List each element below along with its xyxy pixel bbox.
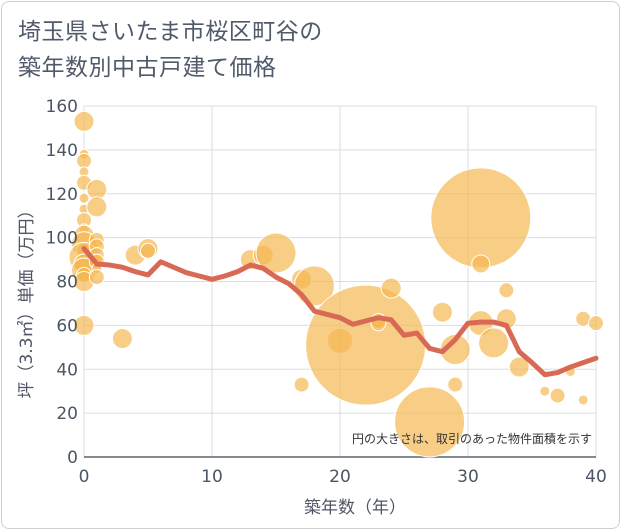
data-bubble xyxy=(73,314,95,336)
data-bubble xyxy=(305,284,427,406)
x-tick-label: 0 xyxy=(79,467,90,487)
data-bubble xyxy=(86,178,108,200)
y-tick-label: 80 xyxy=(56,273,78,293)
data-bubble xyxy=(88,269,105,286)
y-tick-label: 160 xyxy=(46,97,78,117)
x-tick-label: 20 xyxy=(329,467,351,487)
data-bubble xyxy=(78,192,90,204)
trend-line xyxy=(81,246,599,378)
size-legend-note: 円の大きさは、取引のあった物件面積を示す xyxy=(352,431,592,446)
data-bubble xyxy=(478,327,510,359)
y-axis-title: 坪（3.3㎡）単価（万円） xyxy=(17,201,37,398)
y-tick-label: 120 xyxy=(46,185,78,205)
data-bubble xyxy=(111,328,133,350)
chart-title-line-2: 築年数別中古戸建て価格 xyxy=(18,55,277,81)
data-bubble xyxy=(73,110,95,132)
data-bubble xyxy=(430,167,532,269)
x-axis-title: 築年数（年） xyxy=(304,498,406,518)
y-tick-label: 40 xyxy=(56,360,78,380)
data-bubble xyxy=(255,232,297,274)
data-bubble xyxy=(577,394,589,406)
data-bubble xyxy=(447,376,464,393)
data-bubble xyxy=(588,315,604,332)
tick-labels: 0 20 40 60 80 100 120 140 160 0 10 20 30 40 xyxy=(46,97,607,487)
data-bubble xyxy=(431,301,453,323)
data-bubble xyxy=(394,386,466,458)
y-tick-label: 140 xyxy=(46,141,78,161)
grid-lines xyxy=(83,105,597,458)
data-bubble xyxy=(549,387,566,404)
data-bubble xyxy=(498,282,515,299)
trend-layer xyxy=(81,246,599,378)
data-bubble xyxy=(471,254,491,274)
bubble-layer xyxy=(68,110,604,458)
y-tick-label: 20 xyxy=(56,404,78,424)
data-bubble xyxy=(140,242,156,259)
data-bubble xyxy=(76,152,92,169)
chart-title-line-1: 埼玉県さいたま市桜区町谷の xyxy=(18,19,323,45)
y-tick-label: 100 xyxy=(46,229,78,249)
data-bubble xyxy=(539,385,551,397)
chart-title: 埼玉県さいたま市桜区町谷の 築年数別中古戸建て価格 xyxy=(18,14,323,86)
x-tick-label: 10 xyxy=(201,467,223,487)
y-tick-label: 60 xyxy=(56,316,78,336)
x-tick-label: 30 xyxy=(457,467,479,487)
data-bubble xyxy=(508,356,530,378)
data-bubble xyxy=(380,277,402,299)
data-bubble xyxy=(293,376,310,393)
data-bubble xyxy=(86,196,108,218)
x-tick-label: 40 xyxy=(585,467,607,487)
y-tick-label: 0 xyxy=(67,448,78,468)
